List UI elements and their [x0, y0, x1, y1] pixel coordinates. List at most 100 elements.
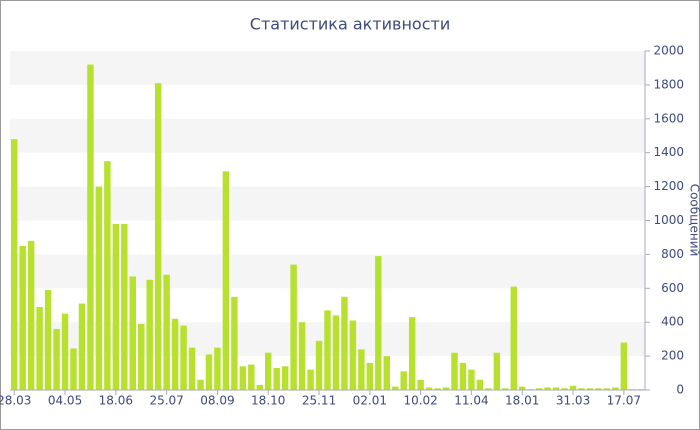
bar — [324, 310, 331, 390]
bar — [154, 83, 162, 390]
y-tick-label: 1800 — [653, 77, 684, 91]
bar — [104, 161, 111, 390]
bar — [95, 186, 103, 390]
y-tick-label: 1400 — [653, 145, 684, 159]
x-tick-label: 18.01 — [505, 394, 539, 408]
bar — [70, 348, 77, 390]
y-tick-label: 2000 — [653, 44, 684, 58]
bar — [78, 303, 86, 390]
x-tick-label: 28.03 — [0, 394, 31, 408]
bar — [61, 313, 69, 390]
bar — [552, 387, 560, 390]
bar — [27, 240, 35, 390]
x-tick-label: 18.06 — [99, 394, 133, 408]
bar — [341, 296, 348, 390]
bar — [239, 366, 247, 390]
y-tick-label: 400 — [661, 315, 684, 329]
y-tick-label: 0 — [676, 383, 684, 397]
bar — [468, 369, 475, 390]
bar — [11, 139, 18, 390]
bar — [459, 362, 467, 390]
bar — [375, 256, 382, 390]
y-tick-label: 1200 — [653, 179, 684, 193]
bar — [442, 387, 450, 390]
y-tick-label: 1000 — [653, 213, 684, 227]
bar — [425, 387, 433, 390]
bar — [595, 388, 602, 390]
x-tick-label: 02.01 — [353, 394, 387, 408]
x-tick-label: 10.02 — [403, 394, 437, 408]
bar — [273, 367, 280, 390]
x-tick-label: 25.07 — [149, 394, 183, 408]
bar — [121, 223, 128, 390]
x-tick-label: 31.03 — [556, 394, 590, 408]
y-tick-label: 600 — [661, 281, 684, 295]
bar — [290, 264, 297, 390]
grid-band — [10, 186, 645, 221]
bar — [256, 384, 263, 390]
bar — [493, 352, 501, 390]
bar — [392, 386, 399, 390]
bar — [544, 387, 551, 390]
bar — [569, 385, 577, 390]
bar — [307, 369, 314, 390]
grid-band — [10, 51, 645, 85]
bar — [417, 379, 424, 390]
bar — [163, 274, 170, 390]
bar — [586, 388, 594, 390]
bar — [281, 366, 289, 390]
bar — [366, 362, 374, 390]
bar — [188, 347, 196, 390]
bar — [485, 388, 492, 390]
bar — [451, 352, 458, 390]
bar — [171, 318, 179, 390]
bar — [87, 64, 94, 390]
bar — [476, 379, 484, 390]
bar — [36, 306, 43, 390]
bar — [358, 349, 365, 390]
bar — [222, 171, 230, 390]
x-tick-label: 17.07 — [607, 394, 641, 408]
bar — [197, 379, 204, 390]
bar — [383, 356, 390, 390]
bar — [535, 388, 543, 390]
bar — [578, 388, 585, 390]
bar — [112, 223, 120, 390]
y-tick-label: 200 — [661, 349, 684, 363]
x-tick-label: 25.11 — [302, 394, 336, 408]
bar — [248, 364, 255, 390]
bar — [265, 352, 272, 390]
grid-band — [10, 118, 645, 153]
y-axis-label: Сообщений — [688, 184, 700, 257]
bar — [231, 296, 238, 390]
bar — [180, 325, 187, 390]
y-tick-label: 1600 — [653, 111, 684, 125]
bar — [502, 388, 509, 390]
bar — [146, 279, 153, 390]
chart-title: Статистика активности — [250, 15, 450, 34]
bar — [53, 328, 60, 390]
x-tick-label: 08.09 — [200, 394, 234, 408]
bar — [19, 245, 26, 390]
bar — [205, 354, 213, 390]
x-tick-label: 04.05 — [48, 394, 82, 408]
bar — [510, 286, 517, 390]
bar — [138, 323, 145, 390]
bar — [519, 386, 526, 390]
bar — [603, 388, 611, 390]
bar — [214, 347, 221, 390]
bar — [44, 289, 52, 390]
bar — [349, 320, 357, 390]
bar — [408, 317, 416, 390]
y-tick-label: 800 — [661, 247, 684, 261]
bar — [561, 388, 568, 390]
bar — [620, 342, 628, 390]
bar — [315, 340, 323, 390]
x-tick-label: 11.04 — [454, 394, 488, 408]
bar — [332, 315, 340, 390]
bar — [434, 388, 441, 390]
bar — [129, 276, 136, 390]
x-tick-label: 18.10 — [251, 394, 285, 408]
bar — [298, 322, 306, 390]
